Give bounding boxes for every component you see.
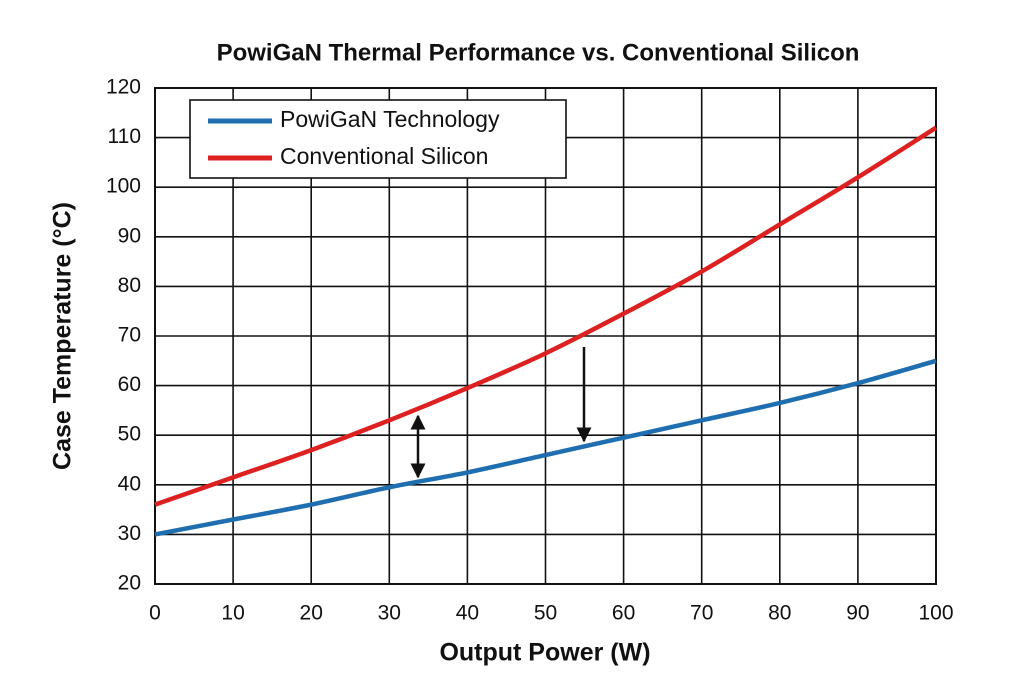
plot-border [154,87,937,585]
legend: PowiGaN Technology Conventional Silicon [189,99,567,179]
x-tick-label: 40 [456,602,479,625]
x-tick-label: 90 [846,602,869,625]
y-tick-label: 100 [106,175,141,198]
x-tick-label: 0 [149,602,161,625]
series-line [154,125,938,507]
y-tick-label: 60 [118,373,141,396]
x-axis-label: Output Power (W) [439,639,650,667]
series-line [154,358,937,537]
legend-box [189,99,567,179]
x-tick-label: 10 [221,602,244,625]
y-tick-label: 90 [118,224,141,247]
x-tick-label: 80 [768,602,791,625]
y-tick-label: 20 [118,572,141,595]
x-tick-label: 20 [300,602,323,625]
y-tick-label: 50 [118,423,141,446]
legend-label: Conventional Silicon [280,143,488,169]
x-tick-label: 30 [378,602,401,625]
x-tick-label: 70 [690,602,713,625]
x-tick-label: 50 [534,602,557,625]
x-tick-label: 60 [612,602,635,625]
y-tick-label: 40 [118,472,141,495]
y-tick-label: 30 [118,522,141,545]
chart-title: PowiGaN Thermal Performance vs. Conventi… [217,39,860,66]
legend-label: PowiGaN Technology [280,106,500,132]
y-tick-label: 110 [108,125,141,148]
y-tick-label: 120 [106,76,141,99]
y-tick-label: 70 [118,324,141,347]
y-tick-label: 80 [118,274,141,297]
x-tick-label: 100 [918,602,953,625]
y-axis-label: Case Temperature (°C) [49,202,77,470]
